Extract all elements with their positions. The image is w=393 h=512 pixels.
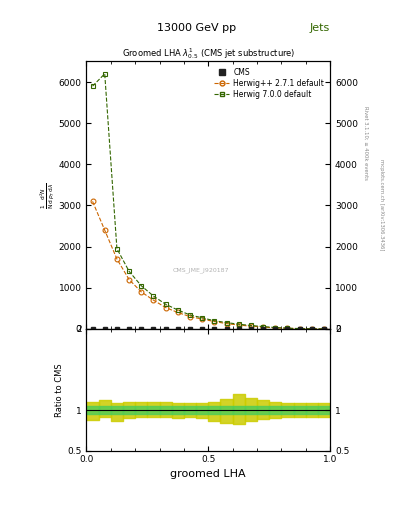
Text: 13000 GeV pp: 13000 GeV pp: [157, 23, 236, 33]
Legend: CMS, Herwig++ 2.7.1 default, Herwig 7.0.0 default: CMS, Herwig++ 2.7.1 default, Herwig 7.0.…: [212, 65, 326, 101]
Text: Rivet 3.1.10; ≥ 400k events: Rivet 3.1.10; ≥ 400k events: [363, 106, 368, 180]
Text: mcplots.cern.ch [arXiv:1306.3436]: mcplots.cern.ch [arXiv:1306.3436]: [379, 159, 384, 250]
Text: CMS_JME_J920187: CMS_JME_J920187: [173, 267, 229, 273]
Title: Groomed LHA $\lambda^{1}_{0.5}$ (CMS jet substructure): Groomed LHA $\lambda^{1}_{0.5}$ (CMS jet…: [121, 47, 295, 61]
X-axis label: groomed LHA: groomed LHA: [171, 468, 246, 479]
Y-axis label: $\frac{1}{\mathrm{N}}\frac{\mathrm{d}^2N}{\mathrm{d}\,p_T\,\mathrm{d}\lambda}$: $\frac{1}{\mathrm{N}}\frac{\mathrm{d}^2N…: [39, 182, 57, 208]
Y-axis label: Ratio to CMS: Ratio to CMS: [55, 363, 64, 417]
Text: Jets: Jets: [310, 23, 330, 33]
